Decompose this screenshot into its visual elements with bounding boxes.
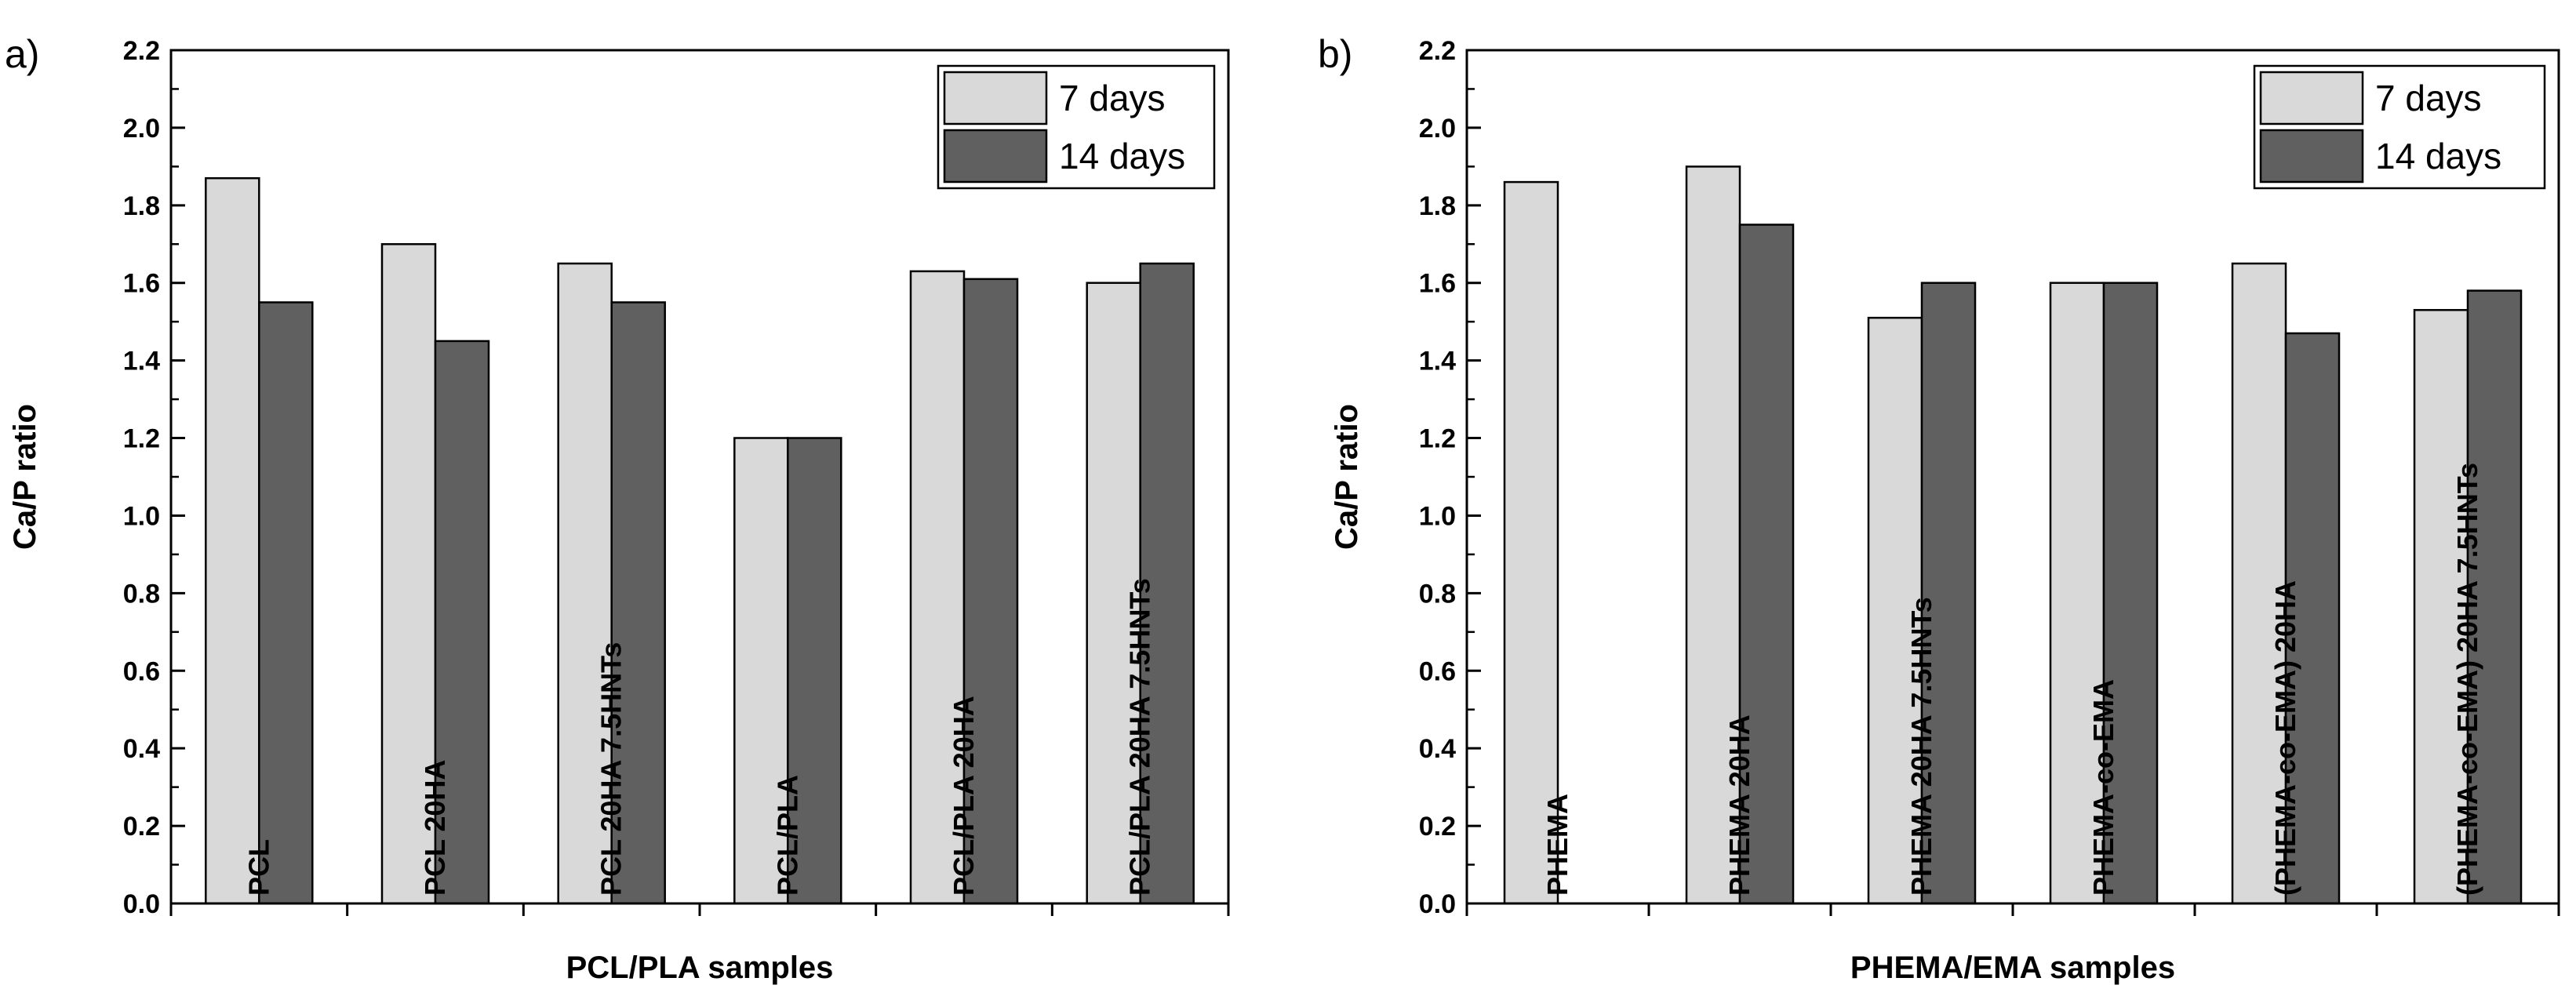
y-tick-label: 0.0 xyxy=(1419,889,1456,919)
legend-swatch-7-days xyxy=(943,71,1048,125)
y-tick-label: 0.8 xyxy=(123,579,160,609)
category-label-4: PHEMA-co-EMA xyxy=(2087,679,2119,896)
x-axis-title: PCL/PLA samples xyxy=(566,951,834,985)
category-label-1: PCL xyxy=(242,839,275,896)
y-tick-label: 1.4 xyxy=(123,347,160,376)
bar-7-days-5 xyxy=(2231,262,2287,905)
legend-label-7-days: 7 days xyxy=(2375,78,2482,118)
bar-7-days-3 xyxy=(557,262,613,905)
bar-14-days-2 xyxy=(434,340,490,905)
category-label-3: PHEMA 20HA 7.5HNTs xyxy=(1905,597,1937,896)
y-tick-label: 2.2 xyxy=(123,36,160,66)
y-tick-label: 0.4 xyxy=(123,734,160,764)
category-label-5: (PHEMA-co-EMA) 20HA xyxy=(2269,580,2301,896)
legend-swatch-14-days xyxy=(943,129,1048,184)
y-tick-label: 0.4 xyxy=(1419,734,1456,764)
category-label-2: PCL 20HA xyxy=(419,760,451,896)
legend-label-14-days: 14 days xyxy=(2375,136,2501,176)
y-tick-label: 0.6 xyxy=(1419,656,1456,686)
y-tick-label: 1.2 xyxy=(123,424,160,454)
y-tick-label: 1.0 xyxy=(123,501,160,531)
category-label-6: (PHEMA-co-EMA) 20HA 7.5HNTs xyxy=(2451,463,2483,896)
category-label-5: PCL/PLA 20HA xyxy=(948,696,980,896)
y-tick-label: 0.6 xyxy=(123,656,160,686)
y-tick-label: 2.0 xyxy=(123,114,160,144)
category-label-1: PHEMA xyxy=(1541,794,1574,896)
y-axis-title: Ca/P ratio xyxy=(8,404,42,550)
y-tick-label: 1.6 xyxy=(123,269,160,299)
y-tick-label: 0.0 xyxy=(123,889,160,919)
y-tick-label: 1.6 xyxy=(1419,269,1456,299)
y-tick-label: 1.2 xyxy=(1419,424,1456,454)
category-label-3: PCL 20HA 7.5HNTs xyxy=(595,642,628,896)
bar-14-days-6 xyxy=(1139,262,1195,905)
bar-14-days-1 xyxy=(258,301,314,905)
bar-7-days-6 xyxy=(2413,309,2469,905)
panel-label: b) xyxy=(1318,32,1352,76)
category-label-2: PHEMA 20HA xyxy=(1723,714,1756,896)
legend-label-7-days: 7 days xyxy=(1059,78,1166,118)
chart-panel-2: PHEMA PHEMA 20HA PHEMA 20HA 7.5HNTs PHEMA-c… xyxy=(1318,32,2560,985)
panel-label: a) xyxy=(5,32,39,76)
y-tick-label: 1.0 xyxy=(1419,501,1456,531)
y-tick-label: 2.2 xyxy=(1419,36,1456,66)
chart-panel-1: PCL PCL 20HA PCL 20HA 7.5HNTs PCL/PLA PCL/PL… xyxy=(5,32,1230,985)
y-tick-label: 0.2 xyxy=(123,812,160,842)
bar-7-days-1 xyxy=(1503,180,1559,905)
bar-14-days-5 xyxy=(2284,332,2341,905)
bar-14-days-3 xyxy=(610,301,666,905)
x-axis-title: PHEMA/EMA samples xyxy=(1850,951,2175,985)
bar-7-days-1 xyxy=(205,176,260,905)
bar-7-days-2 xyxy=(380,243,437,905)
y-tick-label: 0.8 xyxy=(1419,579,1456,609)
y-tick-label: 1.4 xyxy=(1419,347,1456,376)
bar-14-days-6 xyxy=(2466,289,2523,905)
legend-swatch-14-days xyxy=(2259,129,2364,184)
bar-14-days-4 xyxy=(2102,282,2159,905)
y-tick-label: 1.8 xyxy=(1419,191,1456,221)
y-tick-label: 1.8 xyxy=(123,191,160,221)
bar-14-days-4 xyxy=(787,437,842,905)
y-tick-label: 0.2 xyxy=(1419,812,1456,842)
y-axis-title: Ca/P ratio xyxy=(1330,404,1364,550)
category-label-6: PCL/PLA 20HA 7.5HNTs xyxy=(1124,578,1156,896)
category-label-4: PCL/PLA xyxy=(771,775,803,896)
legend-label-14-days: 14 days xyxy=(1059,136,1185,176)
y-tick-label: 2.0 xyxy=(1419,114,1456,144)
legend-swatch-7-days xyxy=(2259,71,2364,125)
bar-7-days-4 xyxy=(2049,282,2105,905)
bar-14-days-5 xyxy=(962,278,1019,905)
